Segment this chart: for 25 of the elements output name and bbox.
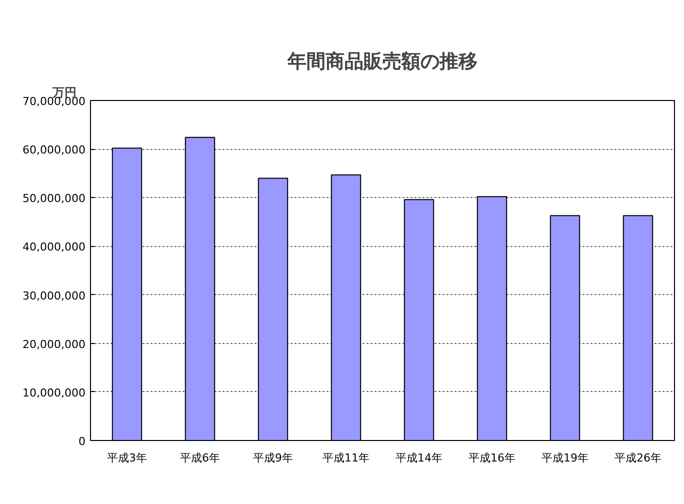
bar bbox=[404, 199, 434, 440]
bar bbox=[184, 136, 216, 440]
bar bbox=[622, 215, 654, 440]
y-tick-label: 50,000,000 bbox=[22, 192, 86, 206]
y-tick-label: 10,000,000 bbox=[22, 386, 86, 400]
bar bbox=[258, 178, 288, 440]
chart-title: 年間商品販売額の推移 bbox=[286, 50, 478, 72]
bar bbox=[112, 148, 142, 440]
y-tick-label: 70,000,000 bbox=[22, 95, 86, 108]
x-tick-label: 平成19年 bbox=[542, 452, 588, 464]
x-tick-label: 平成14年 bbox=[396, 452, 442, 464]
x-tick-label: 平成26年 bbox=[614, 452, 662, 464]
y-tick-label: 40,000,000 bbox=[22, 240, 86, 254]
y-tick-label: 20,000,000 bbox=[22, 338, 86, 351]
x-tick-label: 平成6年 bbox=[180, 452, 220, 464]
y-tick-label: 0 bbox=[78, 435, 86, 448]
bar bbox=[550, 215, 580, 440]
x-tick-label: 平成9年 bbox=[253, 452, 293, 464]
bar bbox=[330, 174, 362, 440]
y-tick-label: 60,000,000 bbox=[22, 144, 86, 157]
x-tick-label: 平成16年 bbox=[468, 452, 516, 464]
bar bbox=[476, 196, 508, 440]
x-tick-label: 平成11年 bbox=[322, 452, 370, 464]
y-tick-label: 30,000,000 bbox=[22, 289, 86, 302]
x-tick-label: 平成3年 bbox=[107, 452, 147, 464]
